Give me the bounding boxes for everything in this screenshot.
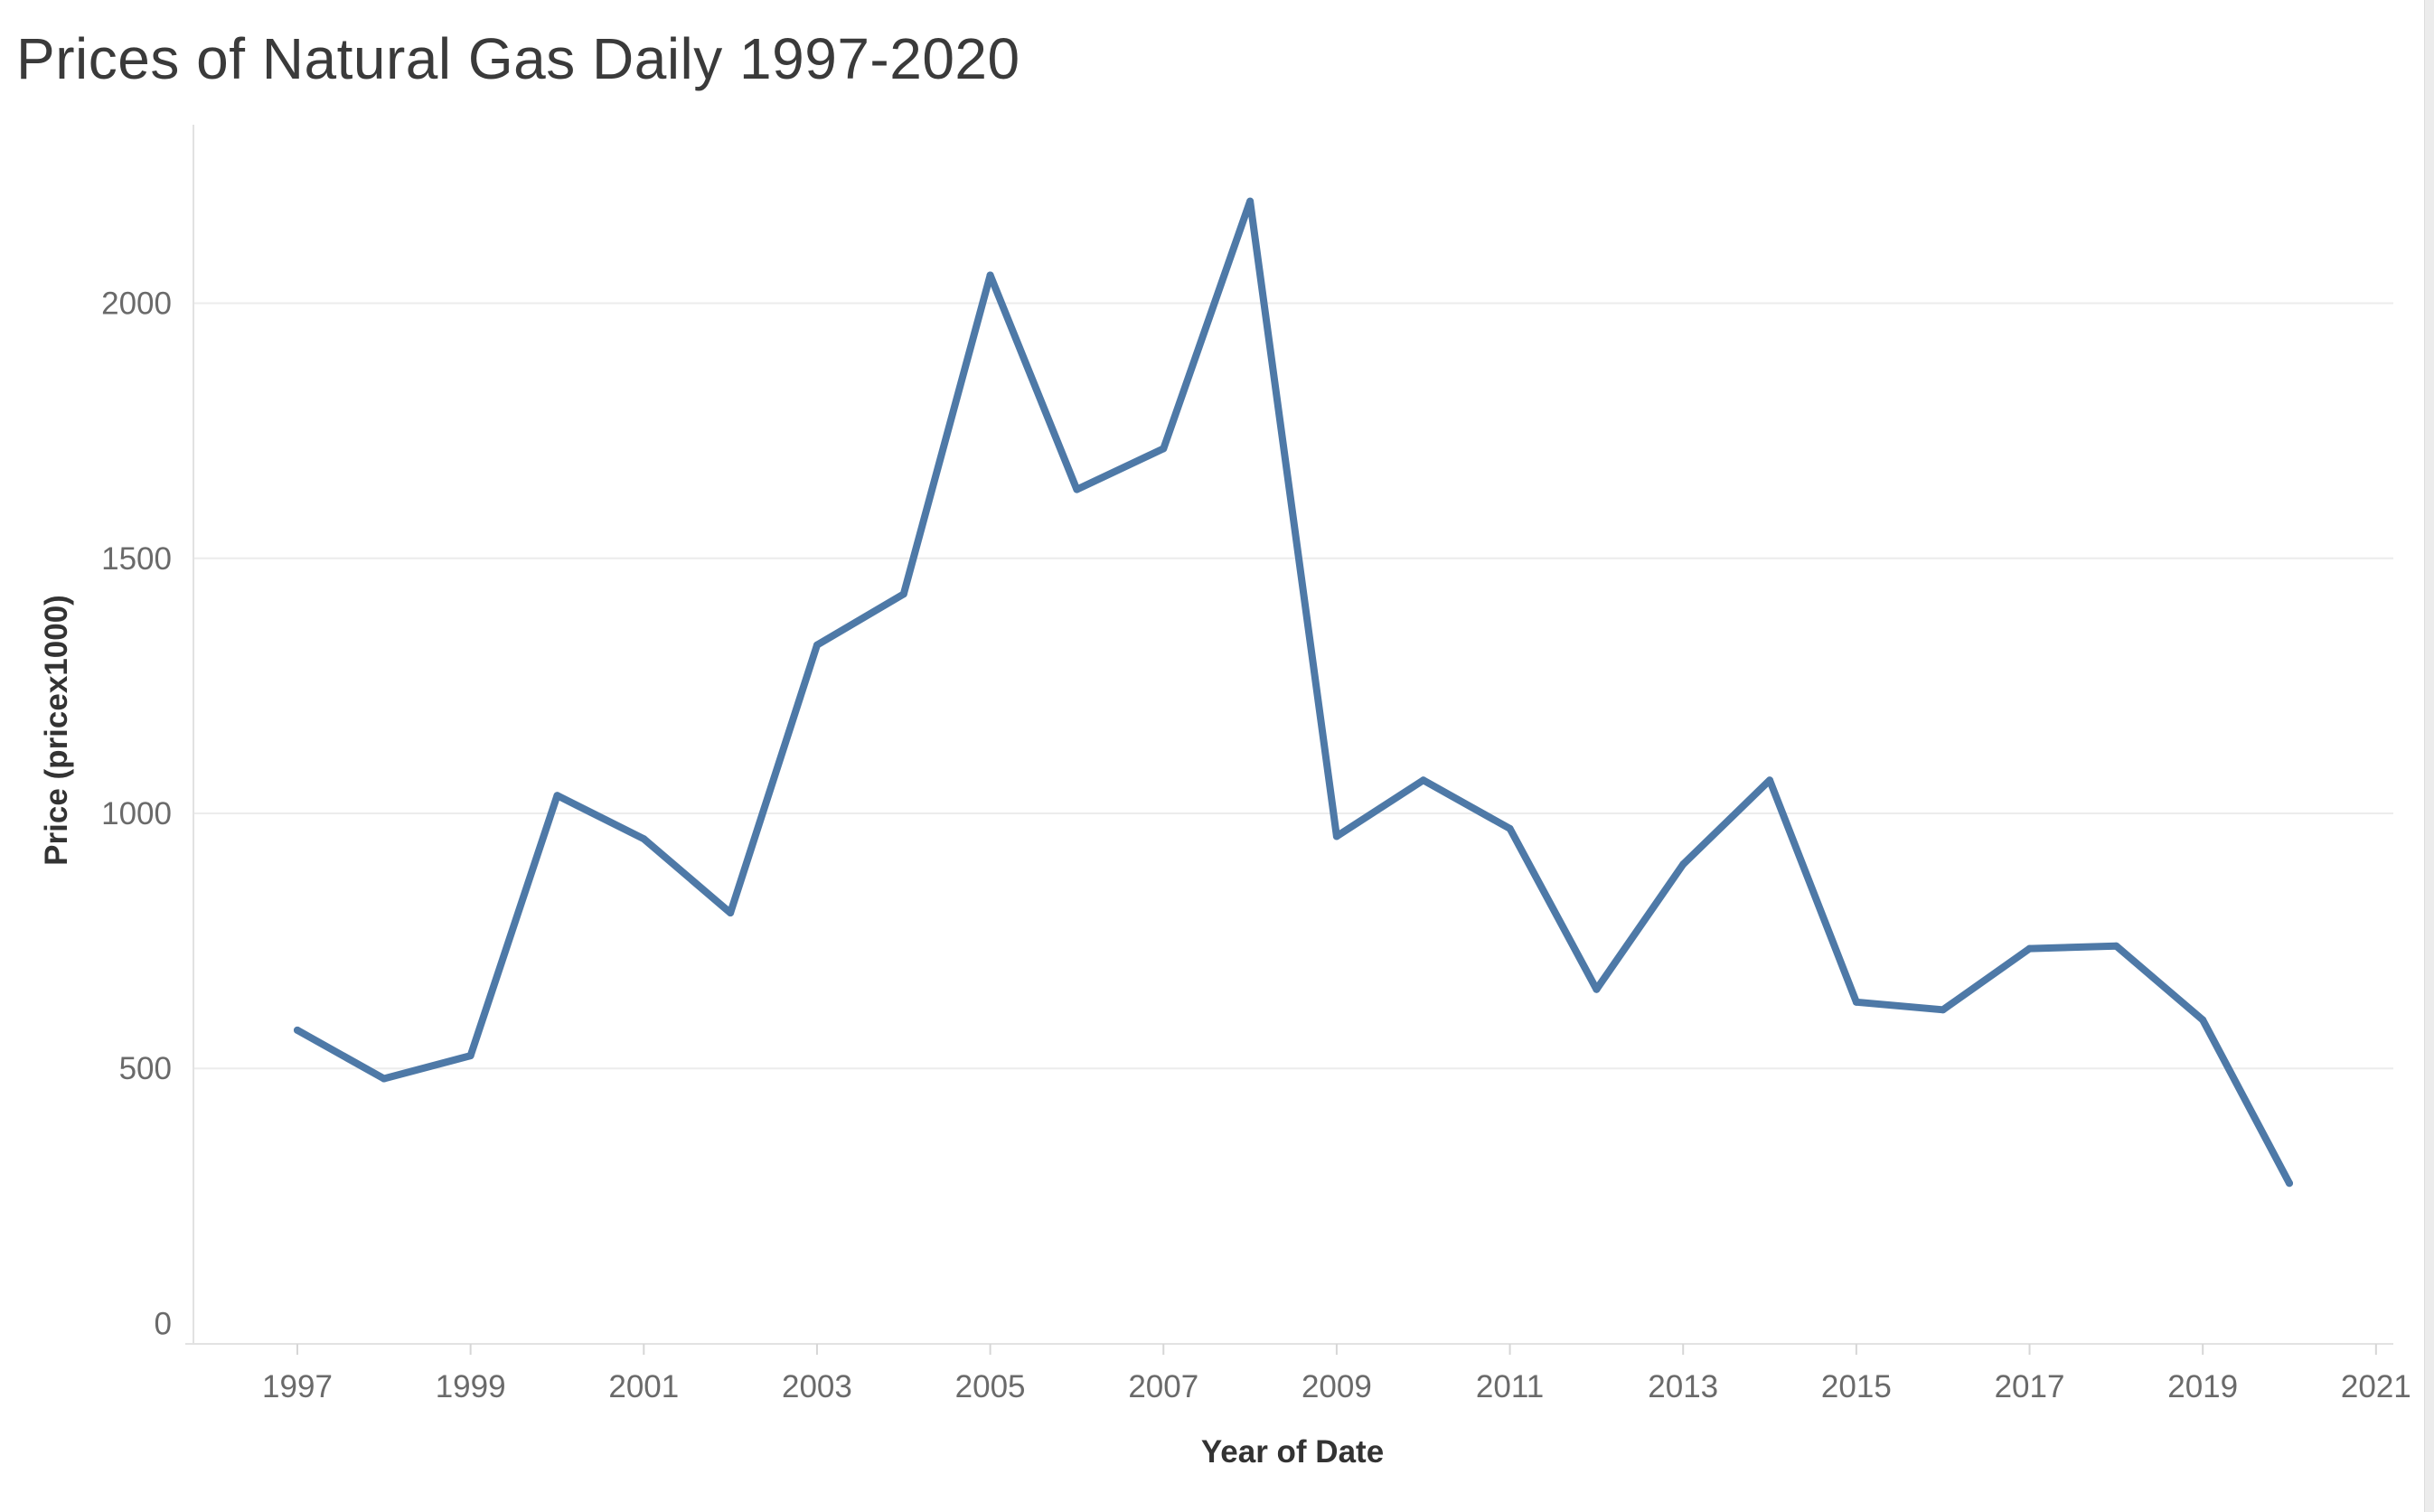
y-tick-label: 0 bbox=[155, 1306, 172, 1341]
data-point bbox=[1852, 998, 1860, 1006]
x-tick-label: 2021 bbox=[2341, 1369, 2411, 1404]
data-point bbox=[1766, 776, 1774, 784]
data-point bbox=[380, 1075, 388, 1083]
x-tick-label: 2017 bbox=[1995, 1369, 2065, 1404]
x-tick-label: 2009 bbox=[1302, 1369, 1372, 1404]
chart-title: Prices of Natural Gas Daily 1997-2020 bbox=[16, 26, 1020, 91]
data-point bbox=[640, 835, 648, 843]
data-point bbox=[1593, 985, 1601, 993]
x-tick-label: 2019 bbox=[2167, 1369, 2238, 1404]
data-point bbox=[2199, 1016, 2207, 1024]
x-tick-label: 1999 bbox=[436, 1369, 506, 1404]
y-tick-label: 2000 bbox=[101, 286, 172, 322]
x-tick-label: 2013 bbox=[1648, 1369, 1718, 1404]
y-tick-label: 1500 bbox=[101, 541, 172, 577]
y-axis-title: Price (pricex1000) bbox=[39, 595, 74, 866]
data-point bbox=[1246, 197, 1255, 205]
x-tick-label: 1997 bbox=[262, 1369, 333, 1404]
data-point bbox=[1506, 824, 1514, 832]
data-point bbox=[2112, 942, 2120, 950]
series-line bbox=[294, 197, 2293, 1188]
data-point bbox=[986, 271, 994, 279]
gridlines bbox=[193, 302, 2393, 1070]
x-tick-label: 2001 bbox=[608, 1369, 679, 1404]
data-point bbox=[553, 792, 561, 800]
x-axis-title: Year of Date bbox=[1201, 1434, 1384, 1470]
data-point bbox=[1073, 485, 1081, 493]
x-tick-label: 2005 bbox=[955, 1369, 1026, 1404]
series bbox=[293, 197, 2294, 1188]
x-tick-label: 2011 bbox=[1476, 1369, 1544, 1404]
scrollbar-strip bbox=[2424, 0, 2434, 1512]
x-tick-label: 2003 bbox=[782, 1369, 852, 1404]
data-point bbox=[727, 909, 735, 917]
data-point bbox=[466, 1052, 475, 1060]
data-point bbox=[293, 1026, 301, 1034]
data-point bbox=[1419, 776, 1427, 784]
data-point bbox=[1679, 860, 1687, 869]
data-point bbox=[1332, 832, 1340, 841]
x-tick-label: 2007 bbox=[1128, 1369, 1198, 1404]
data-point bbox=[2286, 1179, 2294, 1188]
data-point bbox=[2025, 944, 2034, 953]
y-tick-label: 1000 bbox=[101, 796, 172, 831]
data-point bbox=[899, 590, 907, 598]
x-tick-label: 2015 bbox=[1821, 1369, 1892, 1404]
axes bbox=[185, 125, 2393, 1345]
y-tick-label: 500 bbox=[119, 1051, 172, 1086]
data-point bbox=[1160, 445, 1168, 453]
data-point bbox=[1939, 1006, 1947, 1014]
data-point bbox=[813, 641, 821, 649]
axis-ticks: 0 500 1000 1500 2000 1997 1999 2001 2003 2005 2007… bbox=[101, 286, 2411, 1404]
